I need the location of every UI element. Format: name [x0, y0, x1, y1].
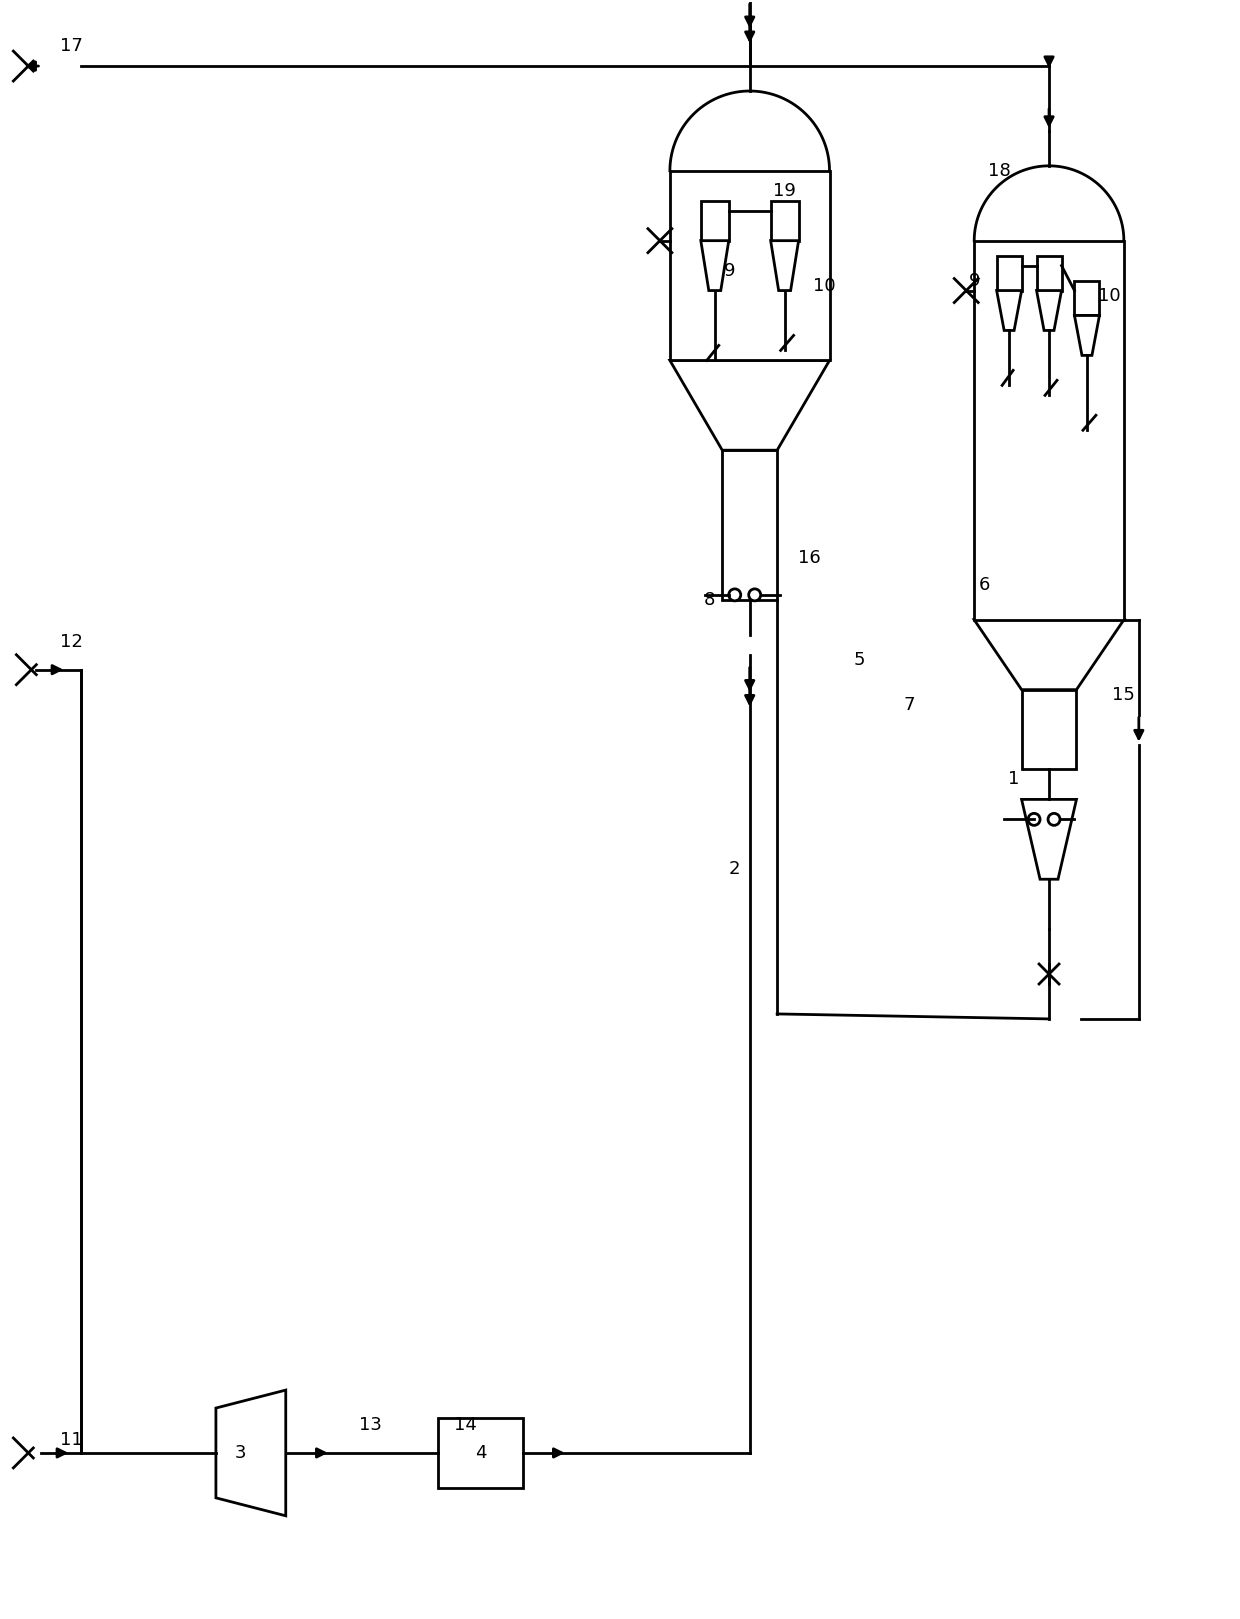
Text: 9: 9	[724, 262, 735, 280]
Bar	[701, 201, 729, 241]
Text: 1: 1	[1008, 771, 1019, 788]
Circle shape	[749, 589, 760, 601]
Circle shape	[729, 589, 740, 601]
Polygon shape	[701, 241, 729, 290]
Bar	[438, 1418, 523, 1488]
Polygon shape	[1037, 290, 1061, 330]
Text: 10: 10	[813, 277, 836, 295]
Text: 6: 6	[978, 576, 990, 594]
Text: 7: 7	[904, 696, 915, 714]
Text: 4: 4	[475, 1444, 486, 1462]
Text: 11: 11	[60, 1431, 83, 1449]
Text: 16: 16	[799, 549, 821, 567]
Bar	[1037, 256, 1061, 290]
Circle shape	[1028, 813, 1040, 826]
Text: 14: 14	[454, 1417, 477, 1434]
Text: 8: 8	[704, 591, 715, 609]
Bar	[771, 201, 799, 241]
Polygon shape	[771, 241, 799, 290]
Circle shape	[1048, 813, 1060, 826]
Text: 10: 10	[1097, 287, 1120, 304]
Text: 13: 13	[360, 1417, 382, 1434]
Text: 17: 17	[60, 37, 83, 55]
Polygon shape	[1075, 316, 1100, 356]
Text: 18: 18	[988, 162, 1011, 180]
Text: 5: 5	[853, 651, 866, 669]
Text: 15: 15	[1112, 685, 1136, 704]
Bar	[722, 450, 777, 601]
Text: 12: 12	[60, 633, 83, 651]
Polygon shape	[975, 620, 1123, 690]
Polygon shape	[1022, 800, 1076, 879]
Bar	[975, 241, 1123, 620]
Bar	[1075, 280, 1100, 316]
Bar	[997, 256, 1022, 290]
Text: 9: 9	[968, 272, 980, 290]
Bar	[1022, 690, 1076, 769]
Polygon shape	[216, 1391, 285, 1515]
Text: 3: 3	[236, 1444, 247, 1462]
Polygon shape	[670, 361, 830, 450]
Text: 2: 2	[729, 860, 740, 877]
Text: 19: 19	[774, 181, 796, 199]
Bar	[670, 172, 830, 361]
Polygon shape	[997, 290, 1022, 330]
